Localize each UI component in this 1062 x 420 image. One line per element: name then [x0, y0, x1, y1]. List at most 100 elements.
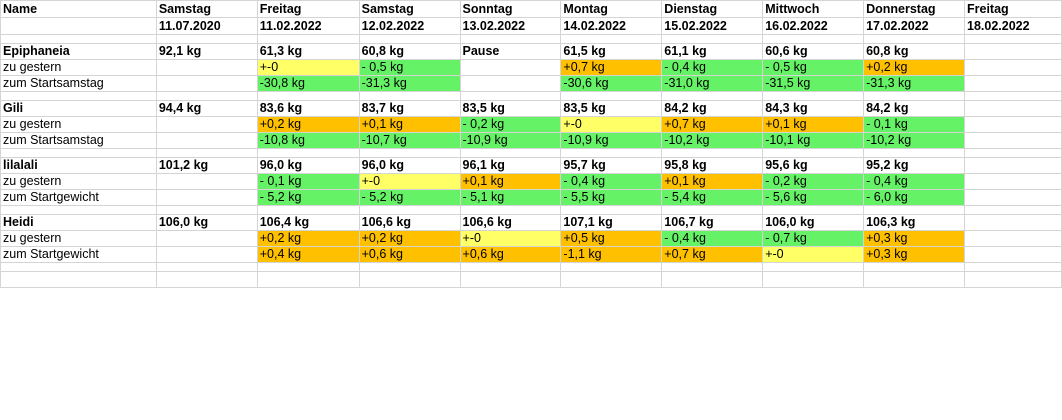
day-header[interactable]: Donnerstag	[863, 0, 965, 18]
empty-cell[interactable]	[155, 271, 258, 288]
empty-cell[interactable]	[358, 205, 461, 215]
weight-cell[interactable]: 61,5 kg	[560, 43, 663, 60]
weight-cell[interactable]: 83,7 kg	[358, 100, 461, 117]
difference-cell[interactable]: -10,9 kg	[459, 132, 562, 149]
empty-cell[interactable]	[964, 271, 1062, 288]
empty-cell[interactable]	[459, 34, 562, 44]
difference-cell[interactable]: -10,2 kg	[661, 132, 764, 149]
empty-cell[interactable]	[964, 262, 1062, 272]
difference-cell[interactable]: +0,6 kg	[459, 246, 562, 263]
difference-cell[interactable]	[155, 59, 258, 76]
difference-cell[interactable]: - 5,4 kg	[661, 189, 764, 206]
difference-cell[interactable]: - 0,4 kg	[661, 230, 764, 247]
empty-cell[interactable]	[964, 34, 1062, 44]
weight-cell[interactable]: 83,6 kg	[256, 100, 360, 117]
weight-cell[interactable]: 101,2 kg	[155, 157, 258, 174]
empty-cell[interactable]	[762, 148, 865, 158]
day-header[interactable]: Montag	[560, 0, 663, 18]
difference-cell[interactable]: +-0	[560, 116, 663, 133]
difference-cell[interactable]: -31,0 kg	[661, 75, 764, 92]
empty-cell[interactable]	[256, 262, 360, 272]
difference-cell[interactable]: - 5,2 kg	[358, 189, 461, 206]
difference-cell[interactable]	[964, 173, 1062, 190]
empty-cell[interactable]	[560, 34, 663, 44]
date-header[interactable]: 11.02.2022	[256, 17, 360, 35]
row-label[interactable]: zu gestern	[0, 173, 157, 190]
empty-cell[interactable]	[661, 34, 764, 44]
day-header[interactable]: Freitag	[964, 0, 1062, 18]
date-header[interactable]: 14.02.2022	[560, 17, 663, 35]
day-header[interactable]: Samstag	[358, 0, 461, 18]
row-label[interactable]: zu gestern	[0, 59, 157, 76]
difference-cell[interactable]	[964, 132, 1062, 149]
weight-cell[interactable]	[964, 43, 1062, 60]
date-header[interactable]: 13.02.2022	[459, 17, 562, 35]
weight-cell[interactable]	[964, 100, 1062, 117]
day-header[interactable]: Samstag	[155, 0, 258, 18]
weight-cell[interactable]: 95,2 kg	[863, 157, 965, 174]
weight-cell[interactable]: 60,6 kg	[762, 43, 865, 60]
date-header[interactable]: 11.07.2020	[155, 17, 258, 35]
difference-cell[interactable]: -30,8 kg	[256, 75, 360, 92]
difference-cell[interactable]: +0,2 kg	[256, 230, 360, 247]
weight-cell[interactable]: 84,2 kg	[661, 100, 764, 117]
difference-cell[interactable]: -10,8 kg	[256, 132, 360, 149]
weight-cell[interactable]: 106,3 kg	[863, 214, 965, 231]
empty-cell[interactable]	[155, 262, 258, 272]
empty-cell[interactable]	[358, 262, 461, 272]
weight-cell[interactable]: 83,5 kg	[459, 100, 562, 117]
empty-cell[interactable]	[256, 271, 360, 288]
date-header[interactable]: 17.02.2022	[863, 17, 965, 35]
difference-cell[interactable]: +0,4 kg	[256, 246, 360, 263]
empty-cell[interactable]	[256, 148, 360, 158]
empty-cell[interactable]	[863, 148, 965, 158]
empty-cell[interactable]	[560, 205, 663, 215]
weight-cell[interactable]: 60,8 kg	[358, 43, 461, 60]
difference-cell[interactable]: -1,1 kg	[560, 246, 663, 263]
difference-cell[interactable]	[155, 230, 258, 247]
empty-cell[interactable]	[459, 91, 562, 101]
empty-cell[interactable]	[762, 262, 865, 272]
difference-cell[interactable]: +0,1 kg	[661, 173, 764, 190]
empty-cell[interactable]	[459, 262, 562, 272]
weight-cell[interactable]: 96,0 kg	[256, 157, 360, 174]
difference-cell[interactable]	[964, 75, 1062, 92]
empty-cell[interactable]	[863, 34, 965, 44]
weight-cell[interactable]: 106,0 kg	[762, 214, 865, 231]
difference-cell[interactable]	[155, 116, 258, 133]
empty-cell[interactable]	[358, 91, 461, 101]
person-name[interactable]: Heidi	[0, 214, 157, 231]
difference-cell[interactable]	[964, 116, 1062, 133]
difference-cell[interactable]: -31,3 kg	[863, 75, 965, 92]
difference-cell[interactable]: -10,2 kg	[863, 132, 965, 149]
weight-cell[interactable]: 106,6 kg	[358, 214, 461, 231]
empty-cell[interactable]	[155, 205, 258, 215]
difference-cell[interactable]: +0,1 kg	[762, 116, 865, 133]
difference-cell[interactable]: +-0	[358, 173, 461, 190]
difference-cell[interactable]	[155, 75, 258, 92]
difference-cell[interactable]: -10,9 kg	[560, 132, 663, 149]
empty-cell[interactable]	[863, 271, 965, 288]
day-header[interactable]: Mittwoch	[762, 0, 865, 18]
empty-cell[interactable]	[964, 148, 1062, 158]
difference-cell[interactable]: +0,7 kg	[661, 116, 764, 133]
weight-cell[interactable]: 95,7 kg	[560, 157, 663, 174]
difference-cell[interactable]: +0,5 kg	[560, 230, 663, 247]
empty-cell[interactable]	[661, 205, 764, 215]
difference-cell[interactable]: - 0,1 kg	[256, 173, 360, 190]
empty-cell[interactable]	[155, 34, 258, 44]
empty-cell[interactable]	[661, 262, 764, 272]
difference-cell[interactable]: -31,3 kg	[358, 75, 461, 92]
empty-cell[interactable]	[661, 271, 764, 288]
empty-cell[interactable]	[863, 91, 965, 101]
empty-cell[interactable]	[358, 34, 461, 44]
empty-cell[interactable]	[661, 148, 764, 158]
weight-cell[interactable]: Pause	[459, 43, 562, 60]
empty-cell[interactable]	[0, 262, 157, 272]
weight-cell[interactable]: 107,1 kg	[560, 214, 663, 231]
difference-cell[interactable]	[459, 59, 562, 76]
name-header[interactable]: Name	[0, 0, 157, 18]
weight-cell[interactable]: 94,4 kg	[155, 100, 258, 117]
weight-cell[interactable]: 95,8 kg	[661, 157, 764, 174]
empty-cell[interactable]	[964, 205, 1062, 215]
